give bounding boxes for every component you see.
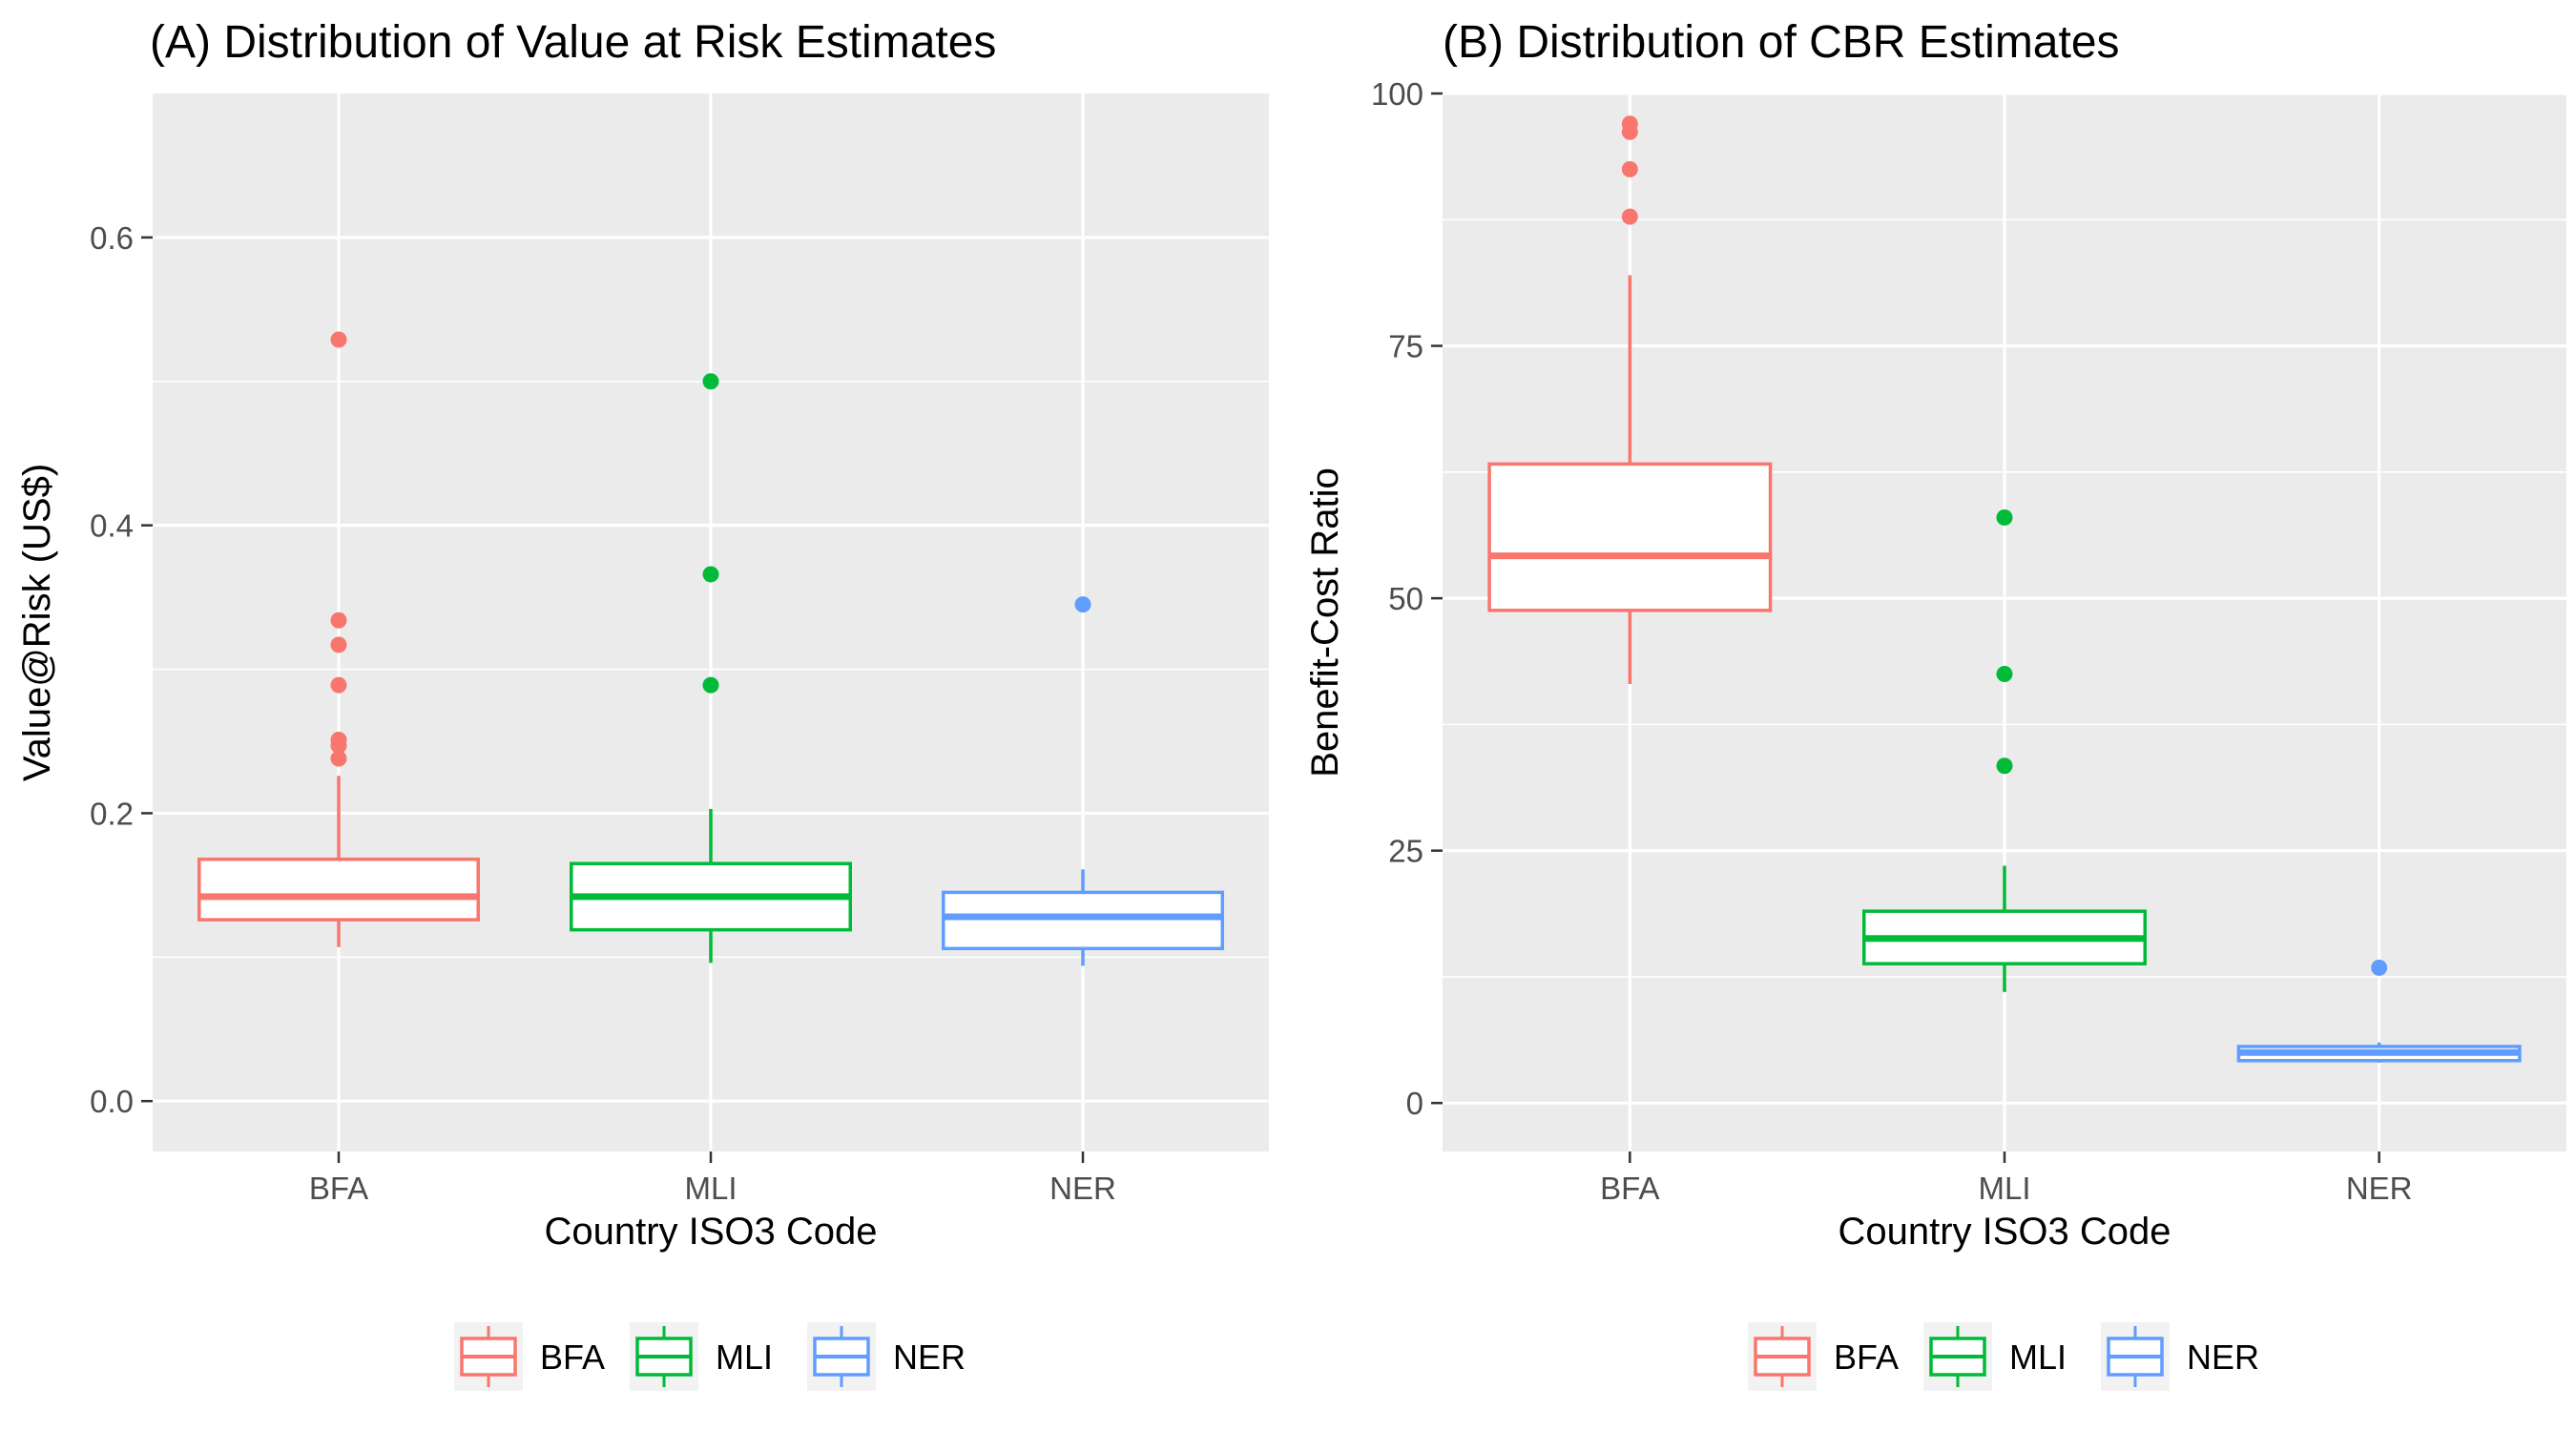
- y-axis-title: Value@Risk (US$): [16, 464, 58, 781]
- outlier-point: [330, 612, 347, 629]
- outlier-point: [330, 636, 347, 653]
- x-tick-label: NER: [1049, 1171, 1116, 1206]
- box-iqr: [1487, 462, 1773, 612]
- legend-label: BFA: [540, 1338, 605, 1377]
- box-iqr: [197, 857, 480, 922]
- legend: BFA MLI NER: [1748, 1322, 2259, 1391]
- box-mli: [1862, 508, 2147, 992]
- panel-a: 0.0 0.2 0.4 0.6 BFA MLI NER (A) Distribution of…: [16, 17, 1269, 1391]
- outlier-point: [1996, 757, 2013, 775]
- legend-label: BFA: [1834, 1338, 1899, 1377]
- y-tick-label: 0.6: [90, 220, 134, 256]
- box-ner: [2236, 959, 2522, 1063]
- legend-label: NER: [2187, 1338, 2259, 1377]
- outlier-point: [702, 373, 719, 390]
- legend-key-mli: [1923, 1322, 1992, 1391]
- legend-key-bfa: [454, 1322, 523, 1391]
- outlier-point: [330, 737, 347, 755]
- outlier-point: [1621, 208, 1638, 225]
- legend: BFA MLI NER: [454, 1322, 966, 1391]
- outlier-point: [330, 331, 347, 348]
- legend-key-mli: [630, 1322, 698, 1391]
- legend-key-bfa: [1748, 1322, 1817, 1391]
- panel-b: 0 25 50 75 100 BFA MLI NER (B) Distribution of C…: [1304, 17, 2566, 1391]
- legend-label: MLI: [716, 1338, 773, 1377]
- legend-label: MLI: [2009, 1338, 2067, 1377]
- legend-label: NER: [893, 1338, 966, 1377]
- x-axis-title: Country ISO3 Code: [1838, 1211, 2171, 1253]
- y-axis-title: Benefit-Cost Ratio: [1304, 467, 1346, 778]
- x-tick-label: BFA: [309, 1171, 368, 1206]
- box-iqr: [942, 890, 1224, 951]
- outlier-point: [330, 750, 347, 767]
- y-tick-label: 100: [1371, 76, 1423, 112]
- outlier-point: [330, 676, 347, 694]
- x-tick-label: MLI: [684, 1171, 737, 1206]
- outlier-point: [1621, 123, 1638, 140]
- y-tick-label: 25: [1388, 834, 1423, 869]
- x-axis-title: Country ISO3 Code: [544, 1211, 877, 1253]
- box-ner: [942, 596, 1224, 966]
- y-tick-label: 75: [1388, 329, 1423, 364]
- box-bfa: [1487, 115, 1773, 685]
- outlier-point: [702, 566, 719, 583]
- y-tick-label: 50: [1388, 581, 1423, 616]
- y-tick-label: 0: [1406, 1086, 1423, 1121]
- outlier-point: [2371, 959, 2388, 976]
- panel-title: (B) Distribution of CBR Estimates: [1443, 17, 2120, 68]
- x-tick-label: MLI: [1978, 1171, 2030, 1206]
- y-tick-label: 0.4: [90, 508, 134, 544]
- outlier-point: [1996, 665, 2013, 682]
- outlier-point: [1074, 596, 1091, 613]
- panel-title: (A) Distribution of Value at Risk Estima…: [150, 17, 996, 68]
- y-tick-label: 0.0: [90, 1084, 134, 1119]
- outlier-point: [702, 676, 719, 694]
- x-tick-label: NER: [2346, 1171, 2413, 1206]
- box-mli: [570, 373, 852, 964]
- legend-key-ner: [807, 1322, 876, 1391]
- legend-key-ner: [2101, 1322, 2170, 1391]
- x-tick-label: BFA: [1600, 1171, 1659, 1206]
- y-tick-label: 0.2: [90, 796, 134, 831]
- outlier-point: [1621, 160, 1638, 177]
- outlier-point: [1996, 508, 2013, 526]
- box-bfa: [197, 331, 480, 947]
